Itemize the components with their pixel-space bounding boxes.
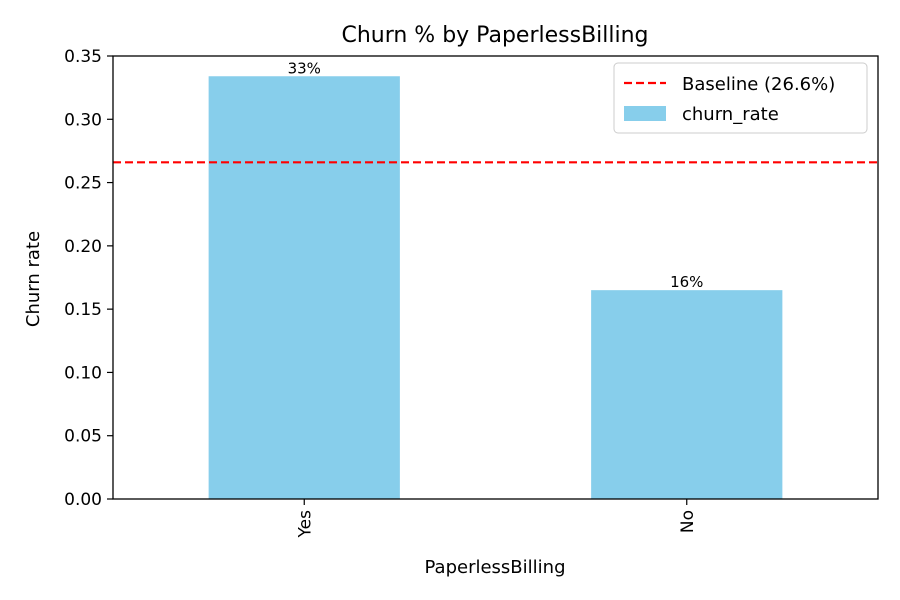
legend: Baseline (26.6%) churn_rate: [613, 62, 868, 134]
bar-yes: [208, 76, 400, 499]
x-tick-label-yes: Yes: [295, 510, 315, 539]
x-tick-label-no: No: [678, 510, 698, 533]
x-axis-label: PaperlessBilling: [425, 557, 566, 578]
y-tick-label: 0.25: [64, 174, 102, 194]
plot-area: 33% 16% 0.00 0.05 0.10 0.15 0.20 0.25 0.30 0.35 Ye…: [64, 47, 879, 539]
chart-title: Churn % by PaperlessBilling: [341, 23, 648, 48]
legend-series-swatch: [624, 106, 666, 121]
y-tick-label: 0.05: [64, 427, 102, 447]
y-tick-label: 0.15: [64, 300, 102, 320]
data-label-yes: 33%: [288, 59, 321, 77]
y-axis-label: Churn rate: [23, 231, 44, 327]
y-tick-label: 0.30: [64, 110, 102, 130]
data-label-no: 16%: [670, 273, 703, 291]
y-tick-label: 0.35: [64, 47, 102, 67]
y-tick-label: 0.10: [64, 363, 102, 383]
bar-no: [591, 290, 783, 499]
legend-baseline-label: Baseline (26.6%): [682, 74, 835, 95]
y-tick-label: 0.20: [64, 237, 102, 257]
legend-box: [613, 62, 868, 134]
legend-series-label: churn_rate: [682, 104, 779, 125]
y-tick-label: 0.00: [64, 490, 102, 510]
axes-frame: [112, 55, 879, 500]
